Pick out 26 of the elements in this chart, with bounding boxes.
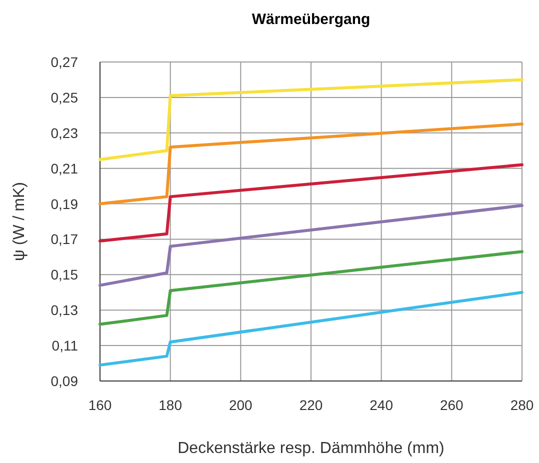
x-tick-label: 180	[158, 397, 182, 413]
y-tick-label: 0,23	[50, 124, 78, 141]
x-tick-label: 200	[228, 397, 253, 413]
y-axis-title: ψ (W / mK)	[11, 182, 28, 261]
y-tick-label: 0,21	[50, 160, 78, 176]
x-axis-title: Deckenstärke resp. Dämmhöhe (mm)	[178, 440, 444, 457]
x-tick-label: 160	[88, 397, 112, 413]
x-tick-label: 220	[299, 397, 323, 413]
line-series	[98, 204, 524, 287]
line-series	[98, 163, 524, 242]
y-tick-label: 0,13	[50, 302, 78, 318]
x-tick-label: 260	[440, 397, 464, 413]
x-tick-label: 240	[370, 397, 394, 413]
y-tick-label: 0,15	[50, 266, 78, 283]
line-series	[98, 290, 524, 367]
y-tick-label: 0,09	[50, 373, 78, 389]
x-tick-label: 280	[510, 397, 534, 413]
y-tick-label: 0,27	[50, 54, 78, 70]
chart-title: Wärmeübergang	[252, 11, 370, 28]
y-tick-label: 0,25	[50, 89, 78, 106]
line-series	[98, 250, 524, 326]
line-series	[98, 78, 524, 161]
line-series	[98, 122, 524, 206]
y-tick-label: 0,11	[52, 338, 78, 354]
y-tick-label: 0,19	[50, 196, 78, 212]
y-tick-label: 0,17	[50, 231, 78, 248]
